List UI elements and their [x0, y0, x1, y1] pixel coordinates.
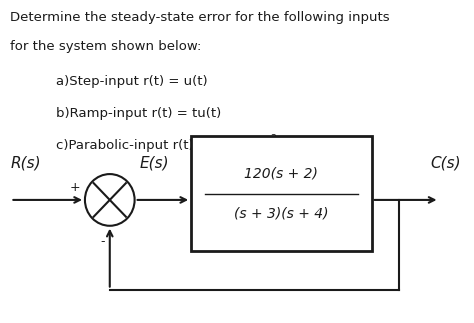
Text: c)Parabolic-input r(t) = t: c)Parabolic-input r(t) = t — [55, 139, 218, 152]
Text: Determine the steady-state error for the following inputs: Determine the steady-state error for the… — [10, 11, 390, 24]
Text: -: - — [100, 235, 105, 248]
Ellipse shape — [85, 174, 135, 226]
Text: +: + — [70, 181, 81, 193]
Text: a)Step-input r(t) = u(t): a)Step-input r(t) = u(t) — [55, 75, 207, 88]
Text: for the system shown below:: for the system shown below: — [10, 40, 202, 53]
Text: E(s): E(s) — [139, 156, 169, 171]
Bar — [191, 136, 372, 251]
Text: u(t): u(t) — [281, 139, 304, 152]
Text: C(s): C(s) — [430, 156, 461, 171]
Text: (s + 3)(s + 4): (s + 3)(s + 4) — [234, 206, 328, 220]
Text: 2: 2 — [270, 134, 276, 144]
Text: R(s): R(s) — [10, 156, 41, 171]
Text: b)Ramp-input r(t) = tu(t): b)Ramp-input r(t) = tu(t) — [55, 107, 221, 120]
Text: 120(s + 2): 120(s + 2) — [245, 167, 319, 181]
